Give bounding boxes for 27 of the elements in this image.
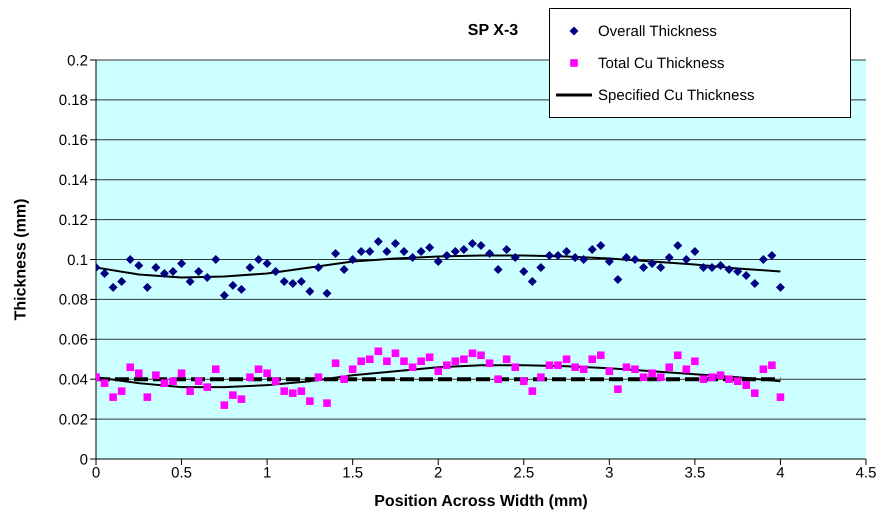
chart-title: SP X-3: [466, 22, 520, 40]
x-tick-label: 0.5: [171, 464, 192, 482]
y-tick-label: 0.12: [58, 212, 88, 229]
y-tick-label: 0.14: [58, 172, 88, 190]
y-tick-label: 0.08: [58, 292, 88, 309]
x-tick-label: 1: [262, 464, 272, 482]
y-tick-label: 0.16: [58, 132, 88, 150]
x-tick-label: 4: [776, 464, 785, 482]
x-axis-title: Position Across Width (mm): [374, 493, 588, 510]
x-tick-label: 2.5: [513, 464, 534, 482]
y-tick-label: 0: [80, 451, 88, 468]
y-tick-label: 0.02: [58, 411, 88, 428]
x-tick-label: 0: [92, 464, 100, 482]
y-tick-label: 0.06: [58, 332, 88, 349]
x-tick-label: 2: [434, 464, 442, 482]
legend-label: Overall Thickness: [598, 22, 717, 40]
legend-label: Total Cu Thickness: [598, 54, 724, 72]
x-tick-label: 4.5: [856, 464, 876, 482]
y-axis-title: Thickness (mm): [12, 198, 30, 320]
y-tick-label: 0.1: [67, 252, 88, 269]
y-tick-label: 0.18: [58, 92, 88, 110]
legend-label: Specified Cu Thickness: [598, 86, 754, 104]
y-tick-label: 0.2: [67, 52, 88, 70]
x-tick-label: 3.5: [684, 464, 706, 482]
x-tick-label: 3: [605, 464, 614, 482]
x-tick-label: 1.5: [342, 464, 364, 482]
y-tick-label: 0.04: [58, 372, 88, 389]
